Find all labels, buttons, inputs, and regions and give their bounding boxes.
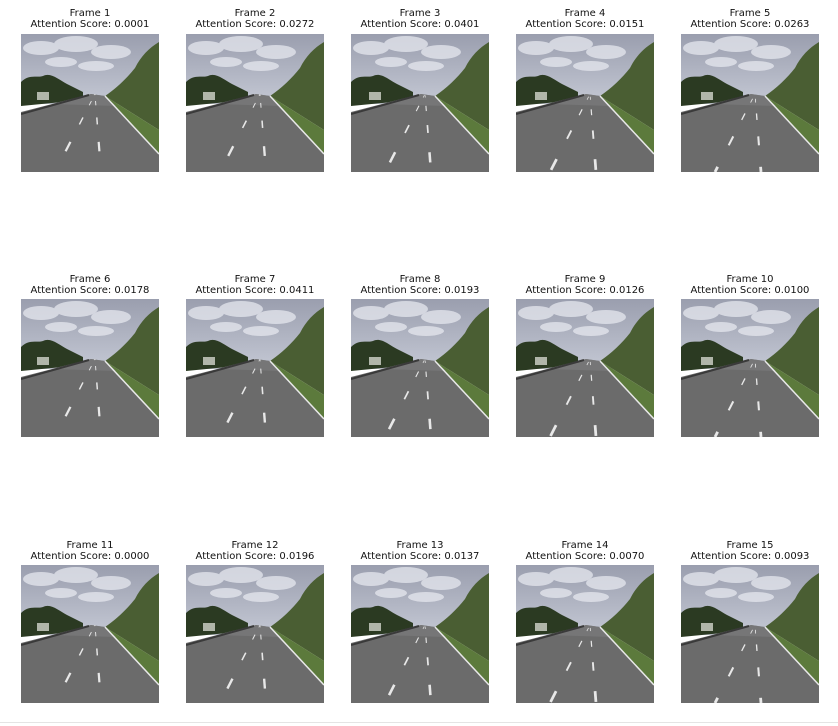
attention-score: Attention Score: 0.0100 <box>675 285 825 296</box>
frame-title: Frame 3 <box>345 8 495 19</box>
frame-caption: Frame 6 Attention Score: 0.0178 <box>15 274 165 296</box>
frame-caption: Frame 4 Attention Score: 0.0151 <box>510 8 660 30</box>
distant-truck <box>37 623 49 631</box>
attention-score: Attention Score: 0.0272 <box>180 19 330 30</box>
distant-truck <box>369 357 381 365</box>
road-frame-image <box>516 34 654 172</box>
attention-score: Attention Score: 0.0263 <box>675 19 825 30</box>
road-frame-image <box>516 299 654 437</box>
distant-truck <box>701 357 713 365</box>
frame-caption: Frame 13 Attention Score: 0.0137 <box>345 540 495 562</box>
distant-truck <box>203 623 215 631</box>
frame-caption: Frame 15 Attention Score: 0.0093 <box>675 540 825 562</box>
frame-caption: Frame 8 Attention Score: 0.0193 <box>345 274 495 296</box>
frame-caption: Frame 2 Attention Score: 0.0272 <box>180 8 330 30</box>
attention-score: Attention Score: 0.0411 <box>180 285 330 296</box>
frame-title: Frame 14 <box>510 540 660 551</box>
frame-caption: Frame 7 Attention Score: 0.0411 <box>180 274 330 296</box>
distant-truck <box>37 357 49 365</box>
frame-title: Frame 12 <box>180 540 330 551</box>
road-frame-image <box>681 34 819 172</box>
frame-title: Frame 6 <box>15 274 165 285</box>
frame-caption: Frame 11 Attention Score: 0.0000 <box>15 540 165 562</box>
road-frame-image <box>186 34 324 172</box>
frame-title: Frame 7 <box>180 274 330 285</box>
road-frame-image <box>351 565 489 703</box>
distant-truck <box>369 623 381 631</box>
frame-caption: Frame 10 Attention Score: 0.0100 <box>675 274 825 296</box>
attention-score: Attention Score: 0.0151 <box>510 19 660 30</box>
road-frame-image <box>186 565 324 703</box>
road-frame-image <box>681 565 819 703</box>
distant-truck <box>369 92 381 100</box>
road-frame-image <box>351 299 489 437</box>
attention-score: Attention Score: 0.0001 <box>15 19 165 30</box>
frame-title: Frame 5 <box>675 8 825 19</box>
road-frame-image <box>21 565 159 703</box>
distant-truck <box>701 623 713 631</box>
distant-truck <box>37 92 49 100</box>
road-frame-image <box>681 299 819 437</box>
attention-score: Attention Score: 0.0093 <box>675 551 825 562</box>
attention-score: Attention Score: 0.0178 <box>15 285 165 296</box>
distant-truck <box>535 623 547 631</box>
frame-title: Frame 8 <box>345 274 495 285</box>
frame-title: Frame 11 <box>15 540 165 551</box>
road-frame-image <box>516 565 654 703</box>
road-frame-image <box>21 34 159 172</box>
frame-caption: Frame 3 Attention Score: 0.0401 <box>345 8 495 30</box>
frame-title: Frame 15 <box>675 540 825 551</box>
frame-title: Frame 10 <box>675 274 825 285</box>
distant-truck <box>535 357 547 365</box>
road-frame-image <box>186 299 324 437</box>
distant-truck <box>203 357 215 365</box>
distant-truck <box>203 92 215 100</box>
attention-score: Attention Score: 0.0196 <box>180 551 330 562</box>
frame-title: Frame 1 <box>15 8 165 19</box>
attention-score: Attention Score: 0.0126 <box>510 285 660 296</box>
distant-truck <box>701 92 713 100</box>
distant-truck <box>535 92 547 100</box>
road-frame-image <box>21 299 159 437</box>
attention-score: Attention Score: 0.0193 <box>345 285 495 296</box>
attention-score: Attention Score: 0.0401 <box>345 19 495 30</box>
attention-score: Attention Score: 0.0137 <box>345 551 495 562</box>
frame-caption: Frame 9 Attention Score: 0.0126 <box>510 274 660 296</box>
bottom-divider <box>0 722 838 723</box>
frame-caption: Frame 1 Attention Score: 0.0001 <box>15 8 165 30</box>
frame-title: Frame 2 <box>180 8 330 19</box>
attention-score: Attention Score: 0.0070 <box>510 551 660 562</box>
road-frame-image <box>351 34 489 172</box>
frame-title: Frame 4 <box>510 8 660 19</box>
frame-caption: Frame 12 Attention Score: 0.0196 <box>180 540 330 562</box>
frame-caption: Frame 14 Attention Score: 0.0070 <box>510 540 660 562</box>
frame-title: Frame 13 <box>345 540 495 551</box>
frame-caption: Frame 5 Attention Score: 0.0263 <box>675 8 825 30</box>
frame-title: Frame 9 <box>510 274 660 285</box>
attention-score: Attention Score: 0.0000 <box>15 551 165 562</box>
